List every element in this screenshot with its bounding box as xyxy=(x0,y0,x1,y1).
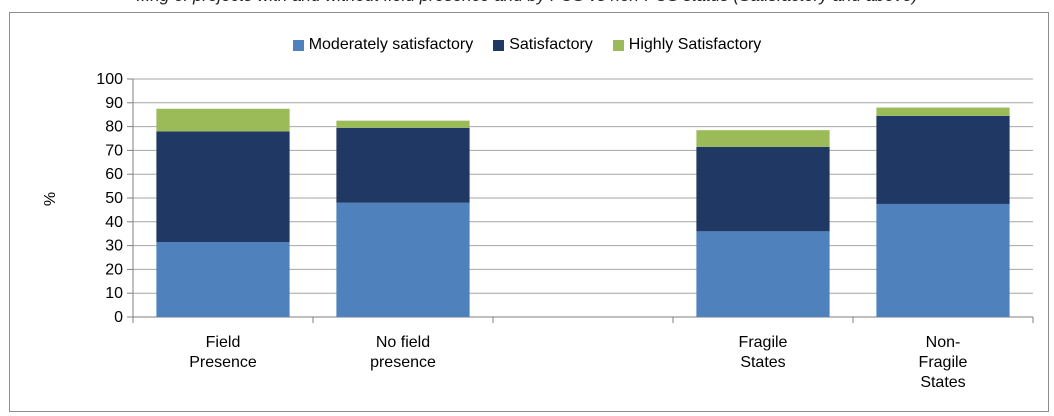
legend-swatch-highly-satisfactory xyxy=(612,39,624,51)
y-tick-label-100: 100 xyxy=(96,71,123,88)
legend-label-highly-satisfactory: Highly Satisfactory xyxy=(628,36,762,53)
legend-item-highly-satisfactory: Highly Satisfactory xyxy=(612,36,762,54)
bar-moderately-satisfactory-3 xyxy=(696,231,830,317)
y-tick-label-20: 20 xyxy=(105,261,123,278)
chart-legend: Moderately satisfactory Satisfactory Hig… xyxy=(0,36,1054,54)
x-tick-label-0: Field Presence xyxy=(189,334,257,371)
y-tick-label-40: 40 xyxy=(105,214,123,231)
x-tick-label-4: Non-Fragile States xyxy=(919,334,968,391)
bar-moderately-satisfactory-1 xyxy=(336,202,470,317)
bar-moderately-satisfactory-4 xyxy=(876,203,1010,317)
chart-title: ...ng of projects with and without field… xyxy=(0,0,1054,8)
y-tick-label-80: 80 xyxy=(105,119,123,136)
bar-highly-satisfactory-4 xyxy=(876,107,1010,116)
y-tick-label-0: 0 xyxy=(114,309,123,326)
legend-label-moderately-satisfactory: Moderately satisfactory xyxy=(308,36,474,53)
bar-moderately-satisfactory-0 xyxy=(156,242,290,317)
y-tick-label-30: 30 xyxy=(105,238,123,255)
bar-satisfactory-0 xyxy=(156,131,290,243)
y-tick-label-90: 90 xyxy=(105,95,123,112)
bar-highly-satisfactory-3 xyxy=(696,130,830,147)
bar-highly-satisfactory-0 xyxy=(156,108,290,132)
y-tick-label-10: 10 xyxy=(105,285,123,302)
legend-swatch-moderately-satisfactory xyxy=(292,39,304,51)
legend-swatch-satisfactory xyxy=(493,39,505,51)
bar-satisfactory-3 xyxy=(696,146,830,232)
bar-satisfactory-4 xyxy=(876,115,1010,204)
bar-satisfactory-1 xyxy=(336,127,470,203)
legend-item-satisfactory: Satisfactory xyxy=(493,36,593,54)
y-tick-label-50: 50 xyxy=(105,190,123,207)
bar-highly-satisfactory-1 xyxy=(336,120,470,128)
x-tick-label-1: No field presence xyxy=(370,334,436,371)
y-tick-label-70: 70 xyxy=(105,142,123,159)
legend-label-satisfactory: Satisfactory xyxy=(509,36,593,53)
x-tick-label-3: Fragile States xyxy=(739,334,788,371)
legend-item-moderately-satisfactory: Moderately satisfactory xyxy=(292,36,474,54)
y-tick-label-60: 60 xyxy=(105,166,123,183)
